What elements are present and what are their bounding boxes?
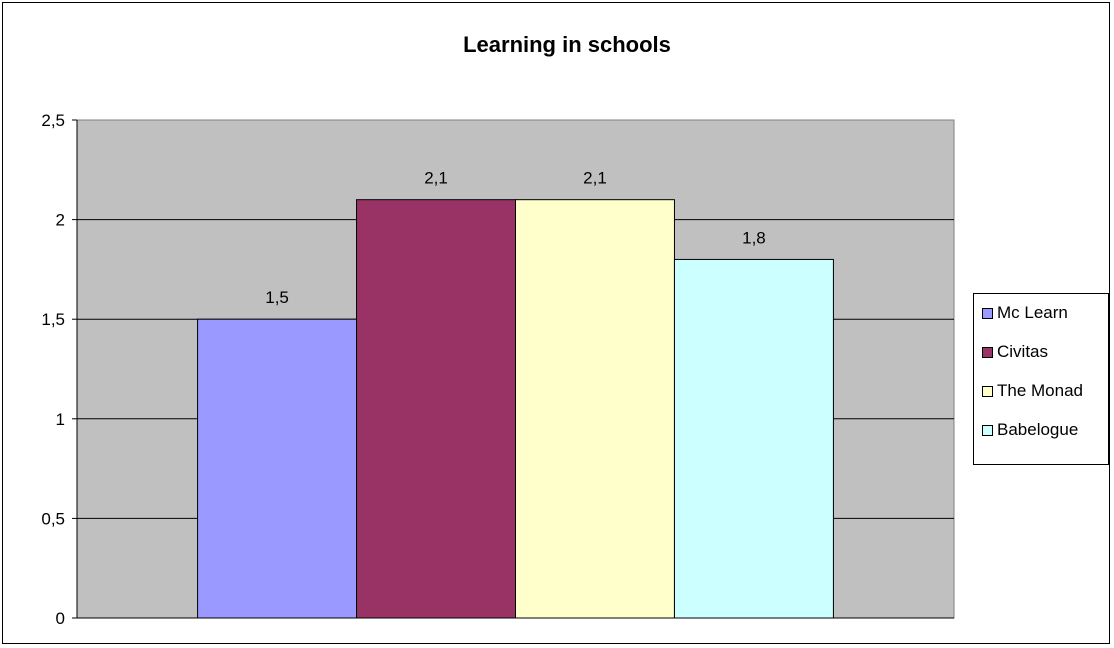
data-label: 2,1 — [424, 169, 448, 188]
bar-the-monad — [515, 199, 675, 619]
legend: Mc Learn Civitas The Monad Babelogue — [973, 293, 1109, 465]
y-tick-label: 0 — [56, 609, 65, 628]
legend-item: Babelogue — [982, 419, 1078, 441]
legend-swatch — [982, 424, 993, 436]
chart-title: Learning in schools — [463, 32, 671, 57]
legend-label: The Monad — [997, 381, 1083, 400]
y-tick-label: 2,5 — [41, 111, 65, 130]
legend-item: The Monad — [982, 380, 1083, 402]
legend-item: Mc Learn — [982, 302, 1068, 324]
data-label: 2,1 — [583, 169, 607, 188]
y-tick-label: 0,5 — [41, 509, 65, 528]
legend-label: Civitas — [997, 342, 1049, 361]
legend-label: Babelogue — [997, 420, 1079, 439]
y-tick-label: 1 — [56, 410, 65, 429]
legend-item: Civitas — [982, 341, 1048, 363]
bar-babelogue — [673, 258, 834, 619]
bar-civitas — [356, 199, 517, 619]
y-tick-label: 1,5 — [41, 310, 65, 329]
bars — [197, 199, 834, 619]
data-label: 1,8 — [742, 228, 766, 247]
legend-swatch — [982, 307, 993, 319]
data-label: 1,5 — [265, 288, 289, 307]
data-labels: 1,5 2,1 2,1 1,8 — [265, 169, 766, 308]
legend-swatch — [982, 385, 993, 397]
y-tick-label: 2 — [56, 211, 65, 230]
legend-swatch — [982, 346, 993, 358]
bar-mc-learn — [197, 318, 358, 619]
legend-label: Mc Learn — [997, 303, 1068, 322]
